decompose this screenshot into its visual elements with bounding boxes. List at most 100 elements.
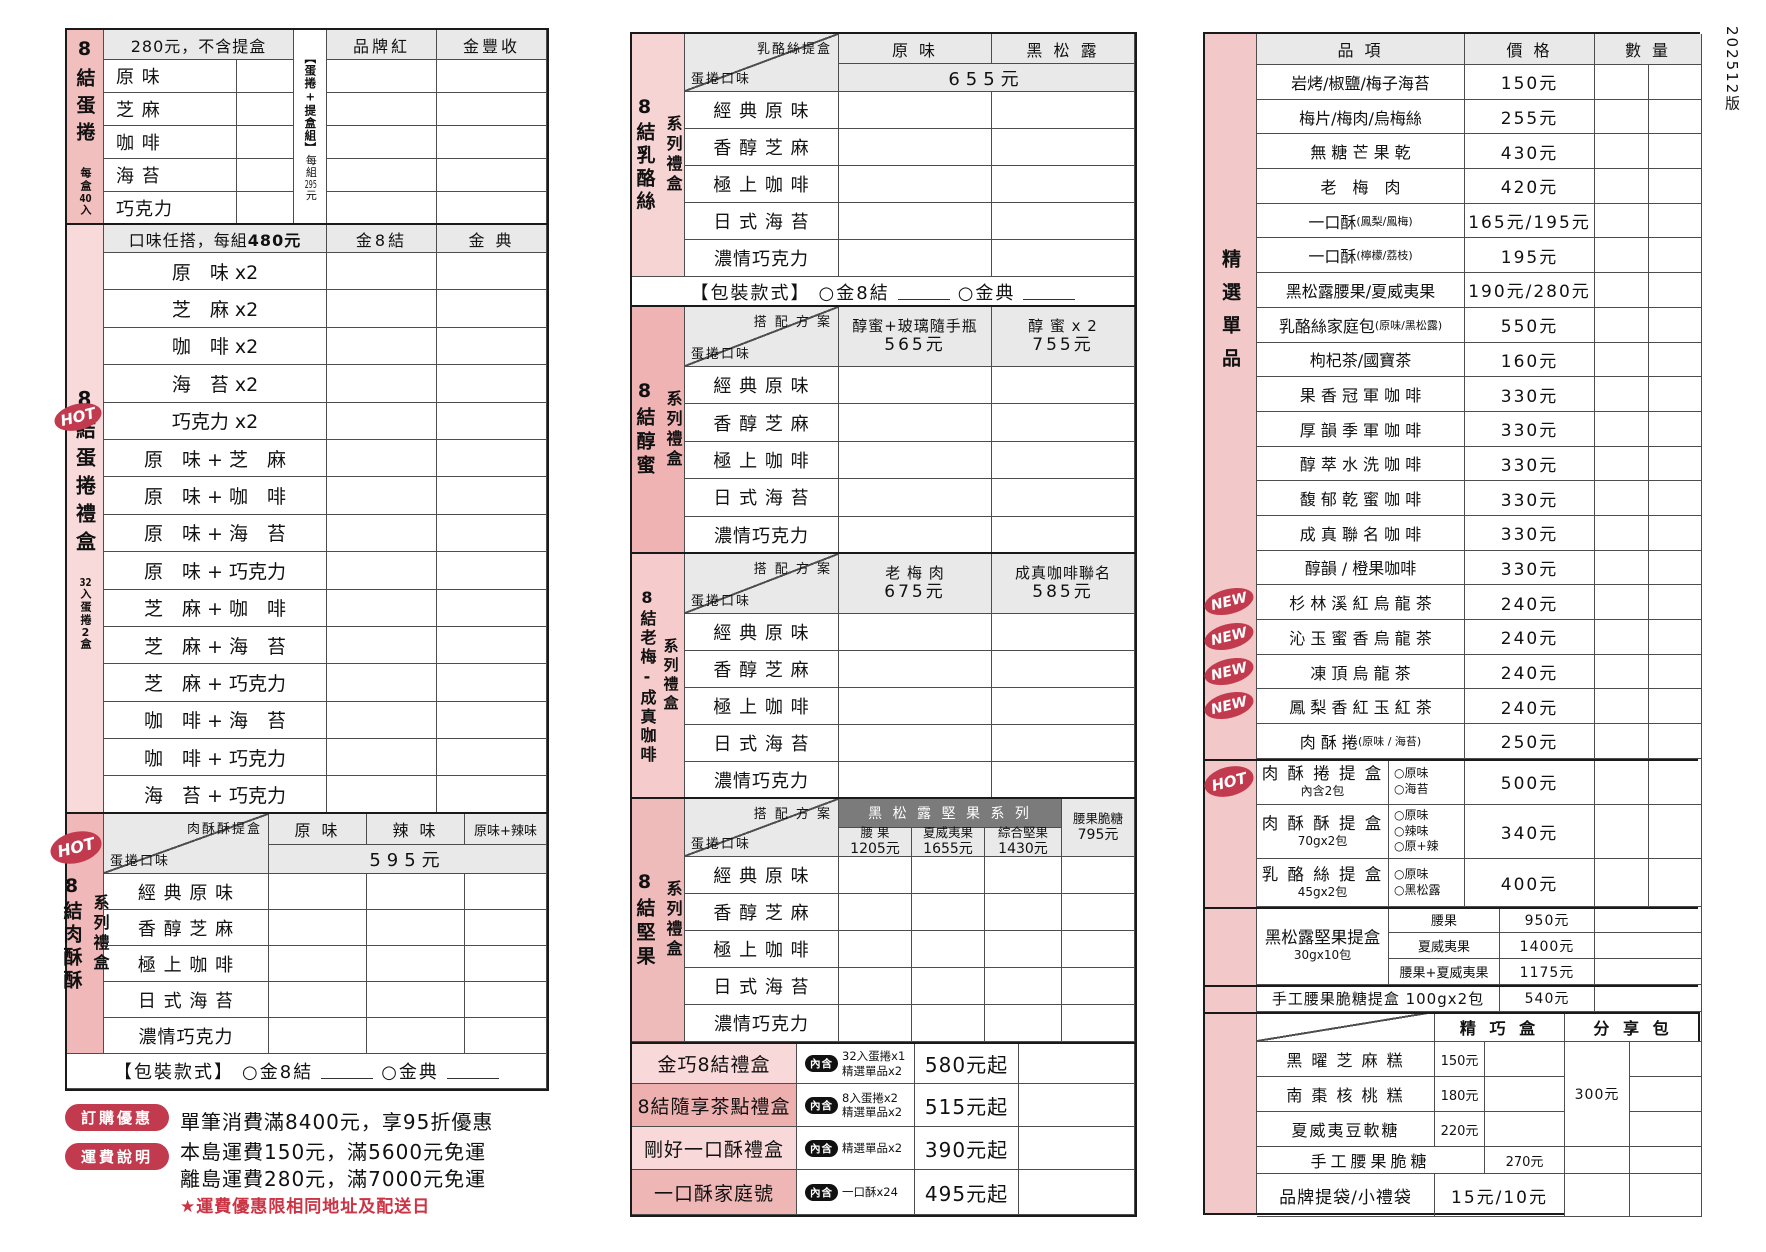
qty-cell[interactable] — [237, 60, 294, 93]
packaging-option-gold8[interactable]: ○金8結 — [242, 1062, 314, 1083]
qty-cell[interactable] — [465, 982, 547, 1018]
packaging-option-gold8[interactable]: ○金8結 — [818, 282, 890, 304]
qty-cell[interactable] — [437, 664, 547, 702]
qty-cell[interactable] — [1062, 894, 1135, 931]
option-radio[interactable]: ○黑松露 — [1394, 882, 1441, 897]
qty-cell[interactable] — [992, 166, 1135, 203]
qty-cell[interactable] — [1630, 1077, 1702, 1112]
qty-cell[interactable] — [437, 701, 547, 740]
qty-cell[interactable] — [1649, 169, 1702, 204]
qty-cell[interactable] — [1565, 1147, 1630, 1174]
qty-cell[interactable] — [985, 968, 1062, 1005]
qty-cell[interactable] — [327, 626, 437, 665]
option-radio[interactable]: ○原+辣 — [1394, 839, 1439, 854]
qty-cell[interactable] — [1019, 1170, 1135, 1215]
qty-cell[interactable] — [437, 60, 547, 93]
qty-cell[interactable] — [1649, 238, 1702, 274]
qty-cell[interactable] — [839, 688, 992, 725]
qty-cell[interactable] — [327, 253, 437, 291]
qty-cell[interactable] — [839, 129, 992, 166]
qty-cell[interactable] — [1595, 446, 1649, 482]
qty-cell[interactable] — [437, 159, 547, 192]
packaging-blank[interactable] — [321, 1063, 374, 1079]
qty-cell[interactable] — [237, 126, 294, 159]
qty-cell[interactable] — [992, 479, 1135, 517]
qty-cell[interactable] — [1649, 515, 1702, 551]
qty-cell[interactable] — [839, 725, 992, 762]
qty-cell[interactable] — [992, 404, 1135, 442]
qty-cell[interactable] — [1595, 933, 1702, 959]
packaging-option-classic[interactable]: ○金典 — [381, 1062, 439, 1083]
qty-cell[interactable] — [992, 725, 1135, 762]
qty-cell[interactable] — [327, 589, 437, 627]
qty-cell[interactable] — [437, 365, 547, 403]
qty-cell[interactable] — [1649, 481, 1702, 516]
qty-cell[interactable] — [327, 776, 437, 814]
qty-cell[interactable] — [1019, 1044, 1135, 1084]
qty-cell[interactable] — [1595, 65, 1649, 100]
option-radio[interactable]: ○原味 — [1394, 808, 1429, 823]
qty-cell[interactable] — [839, 651, 992, 688]
qty-cell[interactable] — [839, 404, 992, 442]
qty-cell[interactable] — [437, 402, 547, 440]
qty-cell[interactable] — [992, 516, 1135, 554]
qty-cell[interactable] — [985, 857, 1062, 894]
qty-cell[interactable] — [1649, 203, 1702, 239]
qty-cell[interactable] — [327, 514, 437, 553]
qty-cell[interactable] — [1595, 169, 1649, 204]
qty-cell[interactable] — [1630, 1112, 1702, 1147]
qty-cell[interactable] — [269, 1018, 367, 1054]
qty-cell[interactable] — [1485, 1077, 1565, 1112]
qty-cell[interactable] — [992, 614, 1135, 651]
qty-cell[interactable] — [1595, 985, 1702, 1012]
qty-cell[interactable] — [912, 1005, 985, 1042]
qty-cell[interactable] — [839, 92, 992, 129]
qty-cell[interactable] — [839, 203, 992, 240]
qty-cell[interactable] — [1595, 515, 1649, 551]
qty-cell[interactable] — [465, 874, 547, 910]
qty-cell[interactable] — [327, 192, 437, 225]
qty-cell[interactable] — [839, 240, 992, 277]
qty-cell[interactable] — [1595, 99, 1649, 135]
qty-cell[interactable] — [437, 589, 547, 627]
qty-cell[interactable] — [327, 402, 437, 440]
qty-cell[interactable] — [985, 894, 1062, 931]
option-radio[interactable]: ○原味 — [1394, 866, 1429, 881]
qty-cell[interactable] — [367, 1018, 465, 1054]
qty-cell[interactable] — [327, 664, 437, 702]
qty-cell[interactable] — [327, 365, 437, 403]
qty-cell[interactable] — [839, 367, 992, 405]
qty-cell[interactable] — [437, 514, 547, 553]
qty-cell[interactable] — [839, 762, 992, 799]
qty-cell[interactable] — [992, 651, 1135, 688]
option-radio[interactable]: ○海苔 — [1394, 781, 1429, 796]
qty-cell[interactable] — [327, 159, 437, 192]
qty-cell[interactable] — [269, 910, 367, 946]
qty-cell[interactable] — [992, 441, 1135, 480]
qty-cell[interactable] — [992, 688, 1135, 725]
qty-cell[interactable] — [437, 739, 547, 777]
qty-cell[interactable] — [327, 701, 437, 740]
qty-cell[interactable] — [437, 126, 547, 159]
qty-cell[interactable] — [269, 982, 367, 1018]
qty-cell[interactable] — [367, 874, 465, 910]
option-radio[interactable]: ○原味 — [1394, 765, 1429, 780]
qty-cell[interactable] — [437, 290, 547, 328]
qty-cell[interactable] — [1595, 203, 1649, 239]
qty-cell[interactable] — [992, 92, 1135, 129]
qty-cell[interactable] — [327, 552, 437, 590]
qty-cell[interactable] — [1630, 1174, 1702, 1217]
qty-cell[interactable] — [1595, 907, 1702, 933]
qty-cell[interactable] — [1595, 689, 1649, 725]
packaging-blank[interactable] — [1023, 284, 1076, 300]
qty-cell[interactable] — [1565, 1174, 1630, 1217]
qty-cell[interactable] — [1595, 307, 1649, 343]
qty-cell[interactable] — [1595, 805, 1649, 859]
qty-cell[interactable] — [1649, 550, 1702, 586]
qty-cell[interactable] — [465, 910, 547, 946]
qty-cell[interactable] — [1649, 759, 1702, 805]
qty-cell[interactable] — [237, 93, 294, 126]
qty-cell[interactable] — [1062, 1005, 1135, 1042]
qty-cell[interactable] — [367, 910, 465, 946]
qty-cell[interactable] — [1649, 99, 1702, 135]
